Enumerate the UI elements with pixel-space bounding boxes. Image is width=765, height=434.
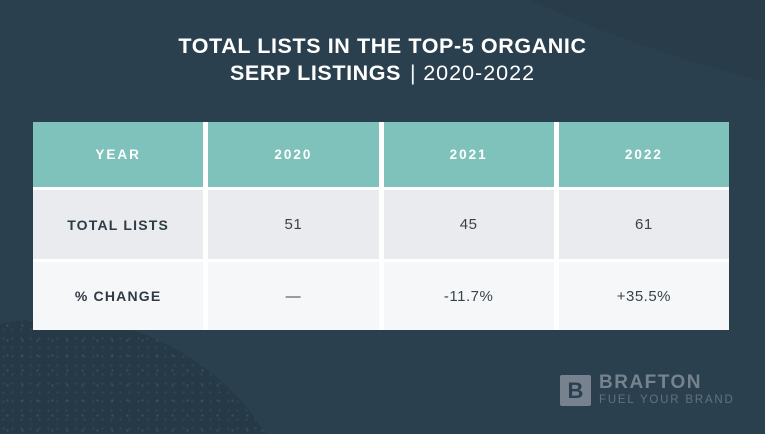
header-cell-year: YEAR: [33, 122, 204, 187]
title-line2-bold: SERP LISTINGS: [229, 61, 402, 85]
logo-text: BRAFTON FUEL YOUR BRAND: [599, 372, 735, 407]
logo-b-icon: B: [560, 375, 591, 406]
cell-total-lists-2021: 45: [383, 190, 554, 259]
cell-pct-change-2021: -11.7%: [383, 262, 554, 330]
title-line2: SERP LISTINGS | 2020-2022: [0, 60, 765, 87]
brand-name: BRAFTON: [599, 372, 703, 393]
title-separator: |: [410, 61, 417, 85]
cell-total-lists-2022: 61: [558, 190, 729, 259]
header-cell-2021: 2021: [383, 122, 554, 187]
cell-total-lists-2020: 51: [208, 190, 379, 259]
title-line1: TOTAL LISTS IN THE TOP-5 ORGANIC: [178, 34, 587, 58]
header-cell-2022: 2022: [558, 122, 729, 187]
row-label-total-lists: TOTAL LISTS: [33, 190, 204, 259]
cell-pct-change-2020: —: [208, 262, 379, 330]
brand-tagline: FUEL YOUR BRAND: [599, 394, 735, 406]
title-year-range: 2020-2022: [423, 61, 536, 85]
row-label-pct-change: % CHANGE: [33, 262, 204, 330]
data-table: YEAR 2020 2021 2022 TOTAL LISTS 51 45 61…: [33, 122, 729, 330]
cell-pct-change-2022: +35.5%: [558, 262, 729, 330]
header-cell-2020: 2020: [208, 122, 379, 187]
infographic-title: TOTAL LISTS IN THE TOP-5 ORGANIC SERP LI…: [0, 33, 765, 87]
speckled-circle-shape: [0, 318, 305, 434]
brafton-logo: B BRAFTON FUEL YOUR BRAND: [560, 372, 735, 407]
